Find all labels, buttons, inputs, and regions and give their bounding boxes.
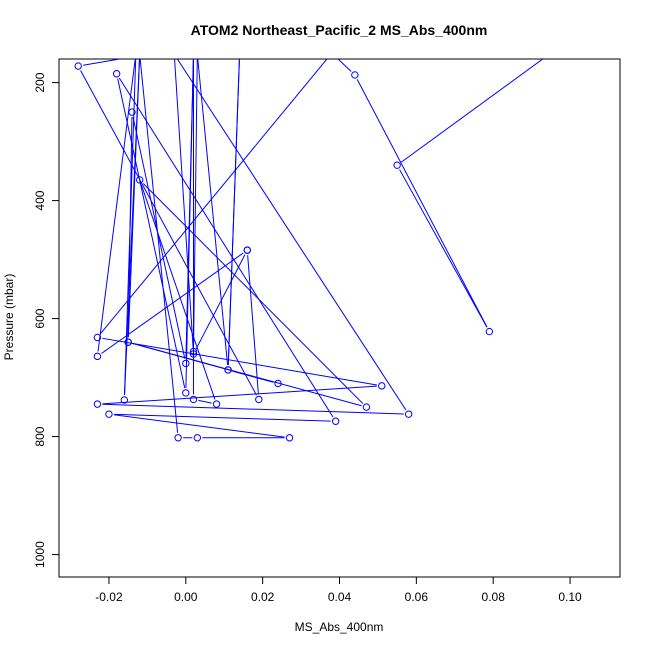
data-point — [135, 176, 144, 184]
series-line-segment — [140, 184, 216, 400]
y-tick-label: 200 — [33, 72, 47, 92]
x-tick-label: -0.02 — [95, 590, 123, 604]
data-point — [378, 382, 386, 390]
series-line-segment — [232, 370, 274, 383]
data-point — [285, 434, 294, 442]
data-point — [124, 338, 132, 346]
series-line-segment — [185, 59, 194, 359]
series-line-segment — [127, 59, 141, 338]
chart-title: ATOM2 Northeast_Pacific_2 MS_Abs_400nm — [191, 22, 488, 38]
series-line-segment — [100, 59, 328, 334]
data-point — [255, 395, 263, 404]
series-line-segment — [142, 183, 364, 404]
x-tick-label: 0.00 — [174, 590, 198, 604]
plot-area — [74, 59, 544, 442]
data-point — [93, 352, 102, 361]
data-point — [120, 396, 129, 404]
data-point — [93, 400, 102, 408]
series-line-segment — [102, 337, 377, 386]
series-line-segment — [102, 403, 404, 415]
data-point — [182, 359, 190, 368]
data-point — [193, 434, 202, 442]
data-point — [212, 400, 221, 408]
x-axis: -0.02 0.00 0.02 0.04 0.06 0.08 0.10 — [95, 576, 582, 604]
series-line-segment — [337, 59, 352, 72]
data-point — [331, 417, 340, 425]
series-line-segment — [117, 78, 186, 389]
data-point — [93, 333, 102, 342]
data-point — [351, 71, 359, 79]
series-line-segment — [227, 59, 240, 365]
data-point — [189, 347, 198, 356]
series-line-segment — [400, 59, 544, 163]
x-tick-label: 0.02 — [251, 590, 275, 604]
data-point — [189, 350, 198, 358]
y-axis-label: Pressure (mbar) — [2, 274, 16, 361]
y-tick-label: 1000 — [33, 541, 47, 568]
y-tick-label: 600 — [33, 308, 47, 328]
data-point — [182, 389, 190, 397]
data-point — [274, 379, 282, 388]
series-line-segment — [80, 70, 257, 396]
series-line-segment — [195, 254, 246, 350]
series-line-segment — [118, 77, 334, 418]
data-point — [485, 327, 494, 336]
series-line-segment — [193, 59, 198, 347]
series-line-segment — [97, 59, 136, 352]
x-axis-label: MS_Abs_400nm — [295, 620, 384, 634]
series-line-segment — [102, 385, 377, 405]
x-tick-label: 0.10 — [558, 590, 582, 604]
y-tick-label: 800 — [33, 426, 47, 446]
series-line-segment — [176, 59, 407, 411]
plot-frame — [58, 58, 621, 578]
data-point — [128, 108, 136, 116]
y-axis: 200 400 600 800 1000 — [33, 72, 60, 568]
data-point — [174, 434, 182, 442]
series-line-segment — [113, 413, 331, 422]
series-line-segment — [83, 59, 123, 66]
series-line-segment — [174, 59, 194, 350]
x-tick-label: 0.04 — [328, 590, 352, 604]
series-line-segment — [399, 169, 488, 328]
data-point — [224, 366, 232, 374]
x-tick-label: 0.06 — [405, 590, 429, 604]
series-line-segment — [113, 414, 285, 438]
series-line-segment — [198, 399, 212, 404]
x-tick-label: 0.08 — [482, 590, 506, 604]
data-point — [112, 70, 121, 78]
data-point — [74, 62, 82, 70]
data-point — [189, 395, 198, 404]
y-tick-label: 400 — [33, 190, 47, 210]
series-line-segment — [356, 79, 488, 328]
series-line-segment — [247, 255, 259, 395]
data-point — [404, 410, 413, 418]
data-point — [243, 246, 251, 254]
series-line-segment — [197, 59, 229, 365]
data-point — [362, 403, 371, 411]
data-point — [105, 410, 113, 418]
series-line-segment — [101, 252, 244, 354]
series-line-segment — [139, 59, 179, 433]
data-point — [393, 161, 401, 169]
series-line-segment — [127, 117, 133, 338]
series-line-segment — [132, 116, 186, 359]
